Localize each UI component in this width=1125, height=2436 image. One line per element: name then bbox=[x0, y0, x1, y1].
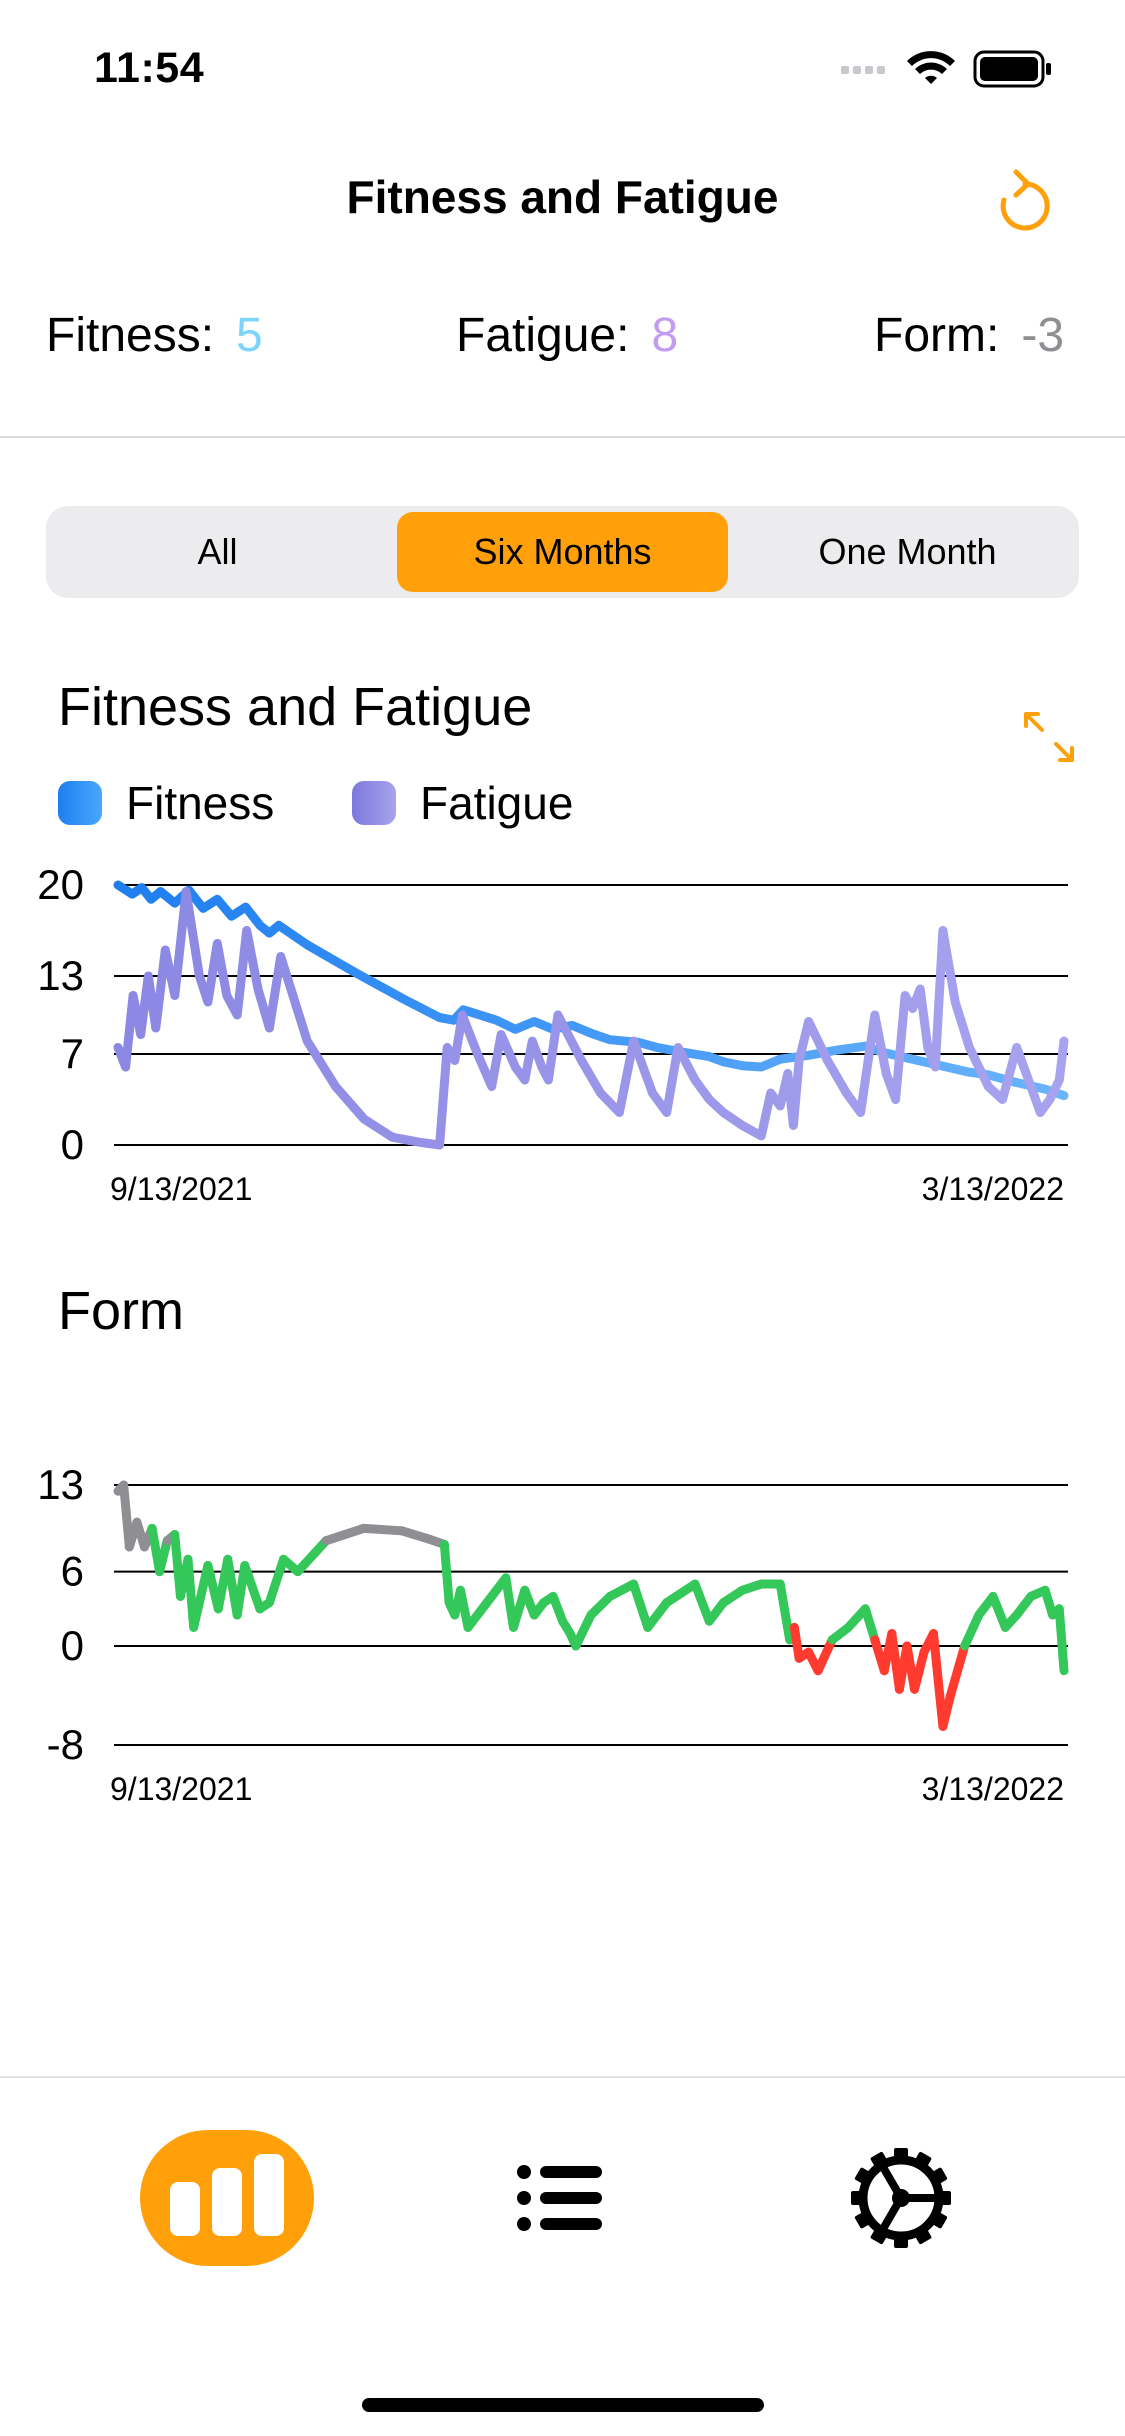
fatigue-stat-label: Fatigue: bbox=[456, 309, 630, 362]
ff-chart-ytick-label: 7 bbox=[61, 1030, 84, 1077]
form-chart-title: Form bbox=[58, 1281, 184, 1341]
legend-fitness-swatch bbox=[58, 781, 102, 825]
wifi-icon bbox=[907, 51, 955, 84]
form-segment bbox=[189, 1560, 213, 1632]
legend-fatigue-label: Fatigue bbox=[420, 777, 574, 829]
bar-chart-icon bbox=[140, 2130, 314, 2266]
form-segment bbox=[629, 1579, 653, 1632]
form-segment bbox=[321, 1523, 369, 1546]
status-icons bbox=[841, 50, 1051, 88]
battery-icon bbox=[973, 50, 1051, 88]
tab-list[interactable] bbox=[512, 2130, 612, 2266]
form-segment bbox=[910, 1647, 929, 1694]
form-segment bbox=[643, 1598, 672, 1632]
fatigue-stat: Fatigue: 8 bbox=[456, 308, 678, 363]
form-segment bbox=[938, 1690, 955, 1731]
home-indicator bbox=[362, 2398, 764, 2412]
form-segment bbox=[571, 1610, 596, 1651]
form-segment bbox=[928, 1629, 948, 1731]
nav-title: Fitness and Fatigue bbox=[346, 171, 779, 223]
ff-chart-ytick-label: 20 bbox=[37, 861, 84, 908]
fitness-stat-label: Fitness: bbox=[46, 309, 215, 362]
tab-charts[interactable] bbox=[140, 2130, 314, 2266]
form-stat-value: -3 bbox=[1021, 309, 1065, 362]
segment-six-months[interactable]: Six Months bbox=[397, 512, 728, 592]
form-chart-ytick-label: 6 bbox=[61, 1548, 84, 1595]
ff-chart-ytick-label: 0 bbox=[61, 1121, 84, 1168]
form-segment bbox=[240, 1560, 265, 1614]
form-segment bbox=[813, 1635, 837, 1676]
ff-chart-xtick-end: 3/13/2022 bbox=[922, 1171, 1064, 1207]
tabbar-divider bbox=[0, 2076, 1125, 2078]
form-segment bbox=[455, 1585, 473, 1632]
form-segment bbox=[960, 1610, 984, 1651]
list-icon bbox=[517, 2165, 602, 2231]
form-segment bbox=[775, 1579, 795, 1645]
cellular-signal-icon bbox=[841, 66, 885, 74]
gear-icon bbox=[851, 2148, 951, 2248]
fatigue-stat-value: 8 bbox=[651, 309, 679, 362]
form-segment bbox=[264, 1554, 289, 1608]
form-chart-ytick-label: 13 bbox=[37, 1461, 84, 1508]
legend-fitness-label: Fitness bbox=[126, 777, 275, 829]
form-chart-xtick-end: 3/13/2022 bbox=[922, 1771, 1064, 1807]
fitness-stat: Fitness: 5 bbox=[46, 308, 263, 363]
form-segment bbox=[293, 1536, 331, 1577]
form-segment bbox=[662, 1579, 700, 1608]
time-range-segmented-control: All Six Months One Month bbox=[46, 506, 1079, 598]
form-stat: Form: -3 bbox=[874, 308, 1064, 363]
form-chart: 13 6 0 -8 9/13/2021 3/13/2022 bbox=[37, 1461, 1069, 1807]
form-stat-label: Form: bbox=[874, 309, 1000, 362]
header-divider bbox=[0, 436, 1125, 438]
ff-chart-ytick-label: 13 bbox=[37, 952, 84, 999]
fitness-fatigue-chart-title: Fitness and Fatigue bbox=[58, 677, 533, 737]
legend-fitness: Fitness bbox=[58, 776, 274, 830]
form-segment bbox=[1054, 1604, 1069, 1676]
form-segment bbox=[439, 1539, 454, 1608]
form-segment bbox=[359, 1523, 407, 1536]
form-chart-ytick-label: 0 bbox=[61, 1622, 84, 1669]
form-segment bbox=[860, 1604, 880, 1645]
segment-one-month[interactable]: One Month bbox=[818, 531, 997, 572]
form-segment bbox=[945, 1641, 970, 1700]
segment-all[interactable]: All bbox=[197, 531, 238, 572]
series-line-fatigue bbox=[113, 887, 1069, 1150]
fitness-fatigue-chart: 20 13 7 0 9/13/2021 3/13/2022 bbox=[37, 861, 1069, 1207]
refresh-icon[interactable] bbox=[990, 168, 1060, 238]
form-chart-ytick-label: -8 bbox=[47, 1721, 84, 1768]
expand-arrows-icon[interactable] bbox=[1022, 710, 1076, 764]
legend-fatigue-swatch bbox=[352, 781, 396, 825]
form-segment bbox=[789, 1622, 804, 1663]
legend-fatigue: Fatigue bbox=[352, 776, 573, 830]
form-chart-xtick-start: 9/13/2021 bbox=[110, 1771, 252, 1807]
form-segment bbox=[988, 1591, 1010, 1632]
form-segment bbox=[155, 1536, 172, 1577]
tab-settings[interactable] bbox=[846, 2130, 956, 2266]
series-line-fitness bbox=[113, 880, 1069, 1101]
form-segment bbox=[690, 1579, 714, 1626]
status-time: 11:54 bbox=[94, 44, 205, 92]
fitness-stat-value: 5 bbox=[236, 309, 263, 362]
form-segment bbox=[463, 1598, 492, 1632]
form-segment bbox=[397, 1526, 435, 1544]
ff-chart-xtick-start: 9/13/2021 bbox=[110, 1171, 252, 1207]
